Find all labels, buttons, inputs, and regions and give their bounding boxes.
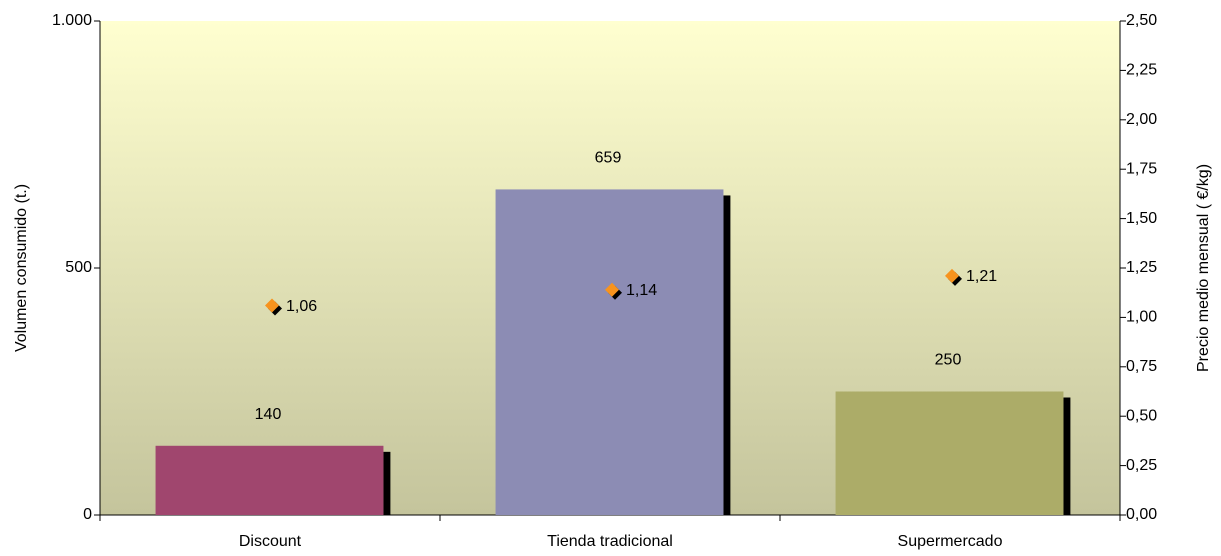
y2-tick-label: 0,00 [1126, 506, 1157, 523]
marker [265, 298, 279, 313]
y2-tick-label: 2,50 [1126, 12, 1157, 29]
y2-tick-label: 1,00 [1126, 309, 1157, 326]
y2-tick-label: 0,25 [1126, 457, 1157, 474]
data-label: 1,21 [966, 268, 997, 285]
marker [605, 282, 619, 297]
y2-tick-label: 1,75 [1126, 160, 1157, 177]
x-tick-label: Tienda tradicional [547, 533, 673, 550]
y2-tick-label: 1,25 [1126, 259, 1157, 276]
bar-shadow [723, 195, 731, 516]
y2-tick-label: 1,50 [1126, 210, 1157, 227]
data-label: 140 [255, 406, 282, 423]
y2-tick-label: 0,50 [1126, 407, 1157, 424]
bar-shade [835, 391, 1064, 515]
y-tick-label: 0 [83, 506, 92, 523]
data-label: 1,06 [286, 298, 317, 315]
marker [945, 268, 959, 283]
data-label: 250 [935, 352, 962, 369]
y-tick-label: 1.000 [52, 12, 92, 29]
y2-axis-title: Precio medio mensual ( €/kg) [1195, 164, 1212, 372]
data-label: 659 [595, 150, 622, 167]
y2-tick-label: 2,00 [1126, 111, 1157, 128]
y-tick-label: 500 [65, 259, 92, 276]
data-label: 1,14 [626, 282, 657, 299]
bar-shade [155, 445, 384, 515]
bar-shade [495, 189, 724, 516]
y2-tick-label: 2,25 [1126, 62, 1157, 79]
x-tick-label: Supermercado [898, 533, 1003, 550]
bar-shadow [1063, 397, 1071, 515]
x-tick-label: Discount [239, 533, 302, 550]
y-axis-title: Volumen consumido (t.) [13, 184, 30, 352]
y2-tick-label: 0,75 [1126, 358, 1157, 375]
bar-shadow [383, 451, 391, 515]
